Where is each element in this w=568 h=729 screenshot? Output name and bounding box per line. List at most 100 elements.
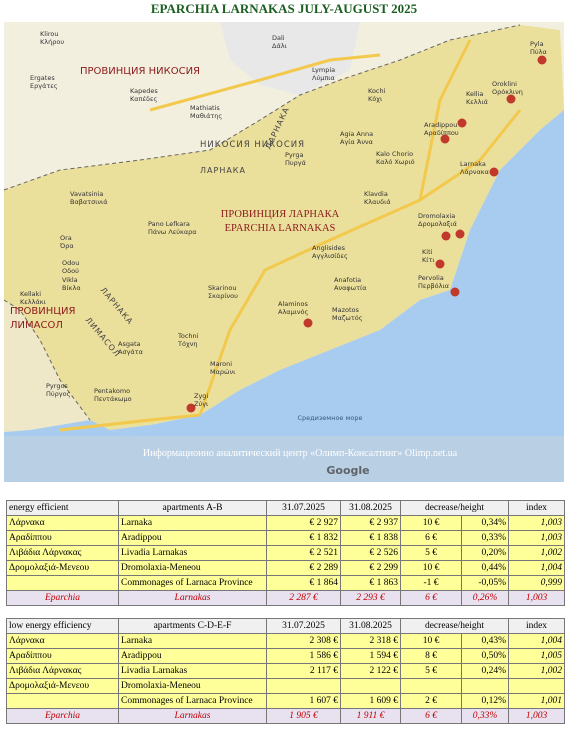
table-cell xyxy=(6,693,119,709)
buffer-zone xyxy=(220,22,360,95)
table-cell: Αραδίππου xyxy=(6,530,119,546)
place-local-name: Αγία Άννα xyxy=(340,138,373,146)
place-name: Kellaki xyxy=(20,290,41,298)
place-name: Klavdia xyxy=(364,190,388,198)
place-name: Mazotos xyxy=(332,306,360,314)
table-row: Λάρνακα Larnaka € 2 927 € 2 937 10 €0,34% 1,0… xyxy=(6,515,566,531)
place-name: Maroni xyxy=(210,360,232,368)
table-cell: € 1 838 xyxy=(340,530,401,546)
place-name: Vikla xyxy=(62,276,78,284)
watermark: Информационно аналитический центр «Олимп… xyxy=(143,448,458,459)
table-cell xyxy=(6,575,119,591)
table-cell: 1,004 xyxy=(508,633,566,649)
place-name: Tochni xyxy=(177,332,199,340)
place-name: Vavatsinia xyxy=(70,190,103,198)
table-cell: 2 € xyxy=(400,693,462,709)
table-cell: -0,05% xyxy=(460,575,510,591)
place-local-name: Βίκλα xyxy=(62,284,81,292)
table-cell: 0,43% xyxy=(460,633,510,649)
place-local-name: Πεντάκωμο xyxy=(94,395,132,403)
place-name: Anafotia xyxy=(334,276,361,284)
marker xyxy=(435,259,445,269)
place-local-name: Δάλι xyxy=(272,42,287,50)
road-a1 xyxy=(198,109,522,416)
sea xyxy=(110,110,564,436)
table-row: Αραδίππου Aradippou € 1 832 € 1 838 6 €0,33%… xyxy=(6,530,566,546)
table-row: Λιβάδια Λάρνακας Livadia Larnakas 2 117 €2… xyxy=(6,663,566,679)
table-cell: Λάρνακα xyxy=(6,633,119,649)
marker xyxy=(440,134,450,144)
marker xyxy=(441,231,451,241)
table-row: Eparchia Larnakas 2 287 €2 293 €6 €0,26% 1,… xyxy=(6,590,566,606)
place-name: Asgata xyxy=(118,340,140,348)
place-local-name: Ορόκλινη xyxy=(492,88,523,96)
table-cell: 1,001 xyxy=(508,693,566,709)
place-name: Pyrga xyxy=(285,151,303,159)
table-cell: 0,12% xyxy=(460,693,510,709)
table-row: Λάρνακα Larnaka 2 308 €2 318 €10 €0,43% 1,0… xyxy=(6,633,566,649)
table-cell: 0,33% xyxy=(460,708,510,724)
table-cell: 5 € xyxy=(400,545,462,561)
place-name: Larnaka xyxy=(460,160,486,168)
borders xyxy=(3,24,521,421)
place-name: Pano Lefkara xyxy=(148,220,190,228)
place-local-name: Πάνω Λεύκαρα xyxy=(148,228,197,236)
table-cell: 2 117 € xyxy=(266,663,341,679)
table-cell: Aradippou xyxy=(118,648,267,664)
road-a3 xyxy=(418,39,472,201)
road-a2 xyxy=(149,53,381,112)
table-cell: 1,003 xyxy=(508,590,566,606)
table-cell: 0,999 xyxy=(508,575,566,591)
place-name: Kiti xyxy=(422,248,433,256)
table-row: Eparchia Larnakas 1 905 €1 911 €6 €0,33% 1,… xyxy=(6,708,566,724)
place-name: Kapedes xyxy=(130,87,158,95)
place-local-name: Οδού xyxy=(62,267,79,275)
table-row: Commonages of Larnaca Province € 1 864 € 1… xyxy=(6,575,566,591)
table-cell: -1 € xyxy=(400,575,462,591)
table-cell: Λιβάδια Λάρνακας xyxy=(6,663,119,679)
table-row: Λιβάδια Λάρνακας Livadia Larnakas € 2 521 €… xyxy=(6,545,566,561)
table-cell: € 1 864 xyxy=(266,575,341,591)
table-cell: Commonages of Larnaca Province xyxy=(118,575,267,591)
table-cell: 31.08.2025 xyxy=(340,618,401,634)
place-name: Pervolia xyxy=(418,274,444,282)
place-name: Anglisides xyxy=(312,244,346,252)
watermark-band xyxy=(4,436,564,482)
page-title: EPARCHIA LARNAKAS JULY-AUGUST 2025 xyxy=(151,1,418,16)
place-name: Dali xyxy=(272,34,285,42)
limassol-province xyxy=(4,300,90,432)
google-logo: Google xyxy=(326,464,369,477)
table-cell: 8 € xyxy=(400,648,462,664)
table-cell: 1,005 xyxy=(508,648,566,664)
table-cell: € 2 937 xyxy=(340,515,401,531)
place-name: Kalo Chorio xyxy=(376,150,413,158)
place-name: Aradippou xyxy=(424,121,457,129)
marker xyxy=(537,55,547,65)
table-cell: 0,26% xyxy=(460,590,510,606)
table-cell: 1 594 € xyxy=(340,648,401,664)
table-cell xyxy=(460,678,510,694)
place-name: Pentakomo xyxy=(94,387,130,395)
marker xyxy=(506,94,516,104)
table-cell: Commonages of Larnaca Province xyxy=(118,693,267,709)
place-local-name: Ζύγι xyxy=(194,400,208,408)
table-cell: Αραδίππου xyxy=(6,648,119,664)
table-cell: € 2 927 xyxy=(266,515,341,531)
region-label: ПРОВИНЦИЯ НИКОСИЯ xyxy=(80,66,200,77)
marker-group xyxy=(186,55,547,413)
table-cell: 0,20% xyxy=(460,545,510,561)
place-name: Zygi xyxy=(194,392,208,400)
table-cell: Larnakas xyxy=(118,590,267,606)
table-cell: 2 318 € xyxy=(340,633,401,649)
marker xyxy=(489,167,499,177)
table-cell: decrease/height xyxy=(399,500,510,516)
table-row: Δρομολαξιά-Μενεου Dromolaxia-Meneou € 2 28… xyxy=(6,560,566,576)
table-cell xyxy=(266,678,341,694)
table-cell: Δρομολαξιά-Μενεου xyxy=(6,678,119,694)
place-local-name: Αγγλισίδες xyxy=(312,252,348,260)
road-label: НИКОСИЯ НИКОСИЯ xyxy=(200,140,305,150)
table-cell: 6 € xyxy=(400,590,462,606)
place-name: Agia Anna xyxy=(340,130,373,138)
place-local-name: Λύμπια xyxy=(312,74,335,82)
table-cell: low energy efficiency xyxy=(6,618,119,634)
